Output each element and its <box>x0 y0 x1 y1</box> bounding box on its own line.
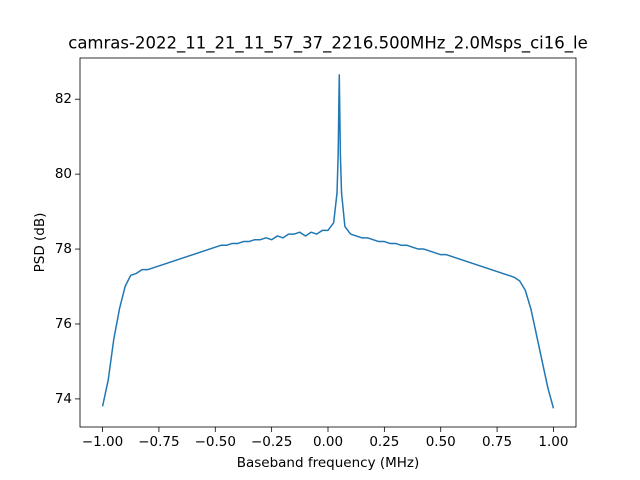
x-tick-label: −0.75 <box>138 434 179 450</box>
psd-line <box>101 74 555 409</box>
y-tick-label: 76 <box>55 316 72 332</box>
y-tick-label: 78 <box>55 241 72 257</box>
y-tick-label: 82 <box>55 91 72 107</box>
x-tick-label: 0.25 <box>369 434 399 450</box>
x-tick-label: −1.00 <box>82 434 123 450</box>
axes-frame <box>79 57 577 428</box>
x-tick-label: 0.75 <box>482 434 512 450</box>
y-tick-label: 80 <box>55 166 72 182</box>
x-axis-label: Baseband frequency (MHz) <box>237 455 420 471</box>
x-tick-label: 1.00 <box>538 434 568 450</box>
x-tick-label: 0.50 <box>426 434 456 450</box>
y-axis-label: PSD (dB) <box>32 213 48 273</box>
x-tick-label: −0.50 <box>195 434 236 450</box>
y-tick-label: 74 <box>55 391 72 407</box>
x-tick-label: −0.25 <box>251 434 292 450</box>
chart-title: camras-2022_11_21_11_57_37_2216.500MHz_2… <box>68 34 587 54</box>
x-tick-label: 0.00 <box>313 434 343 450</box>
